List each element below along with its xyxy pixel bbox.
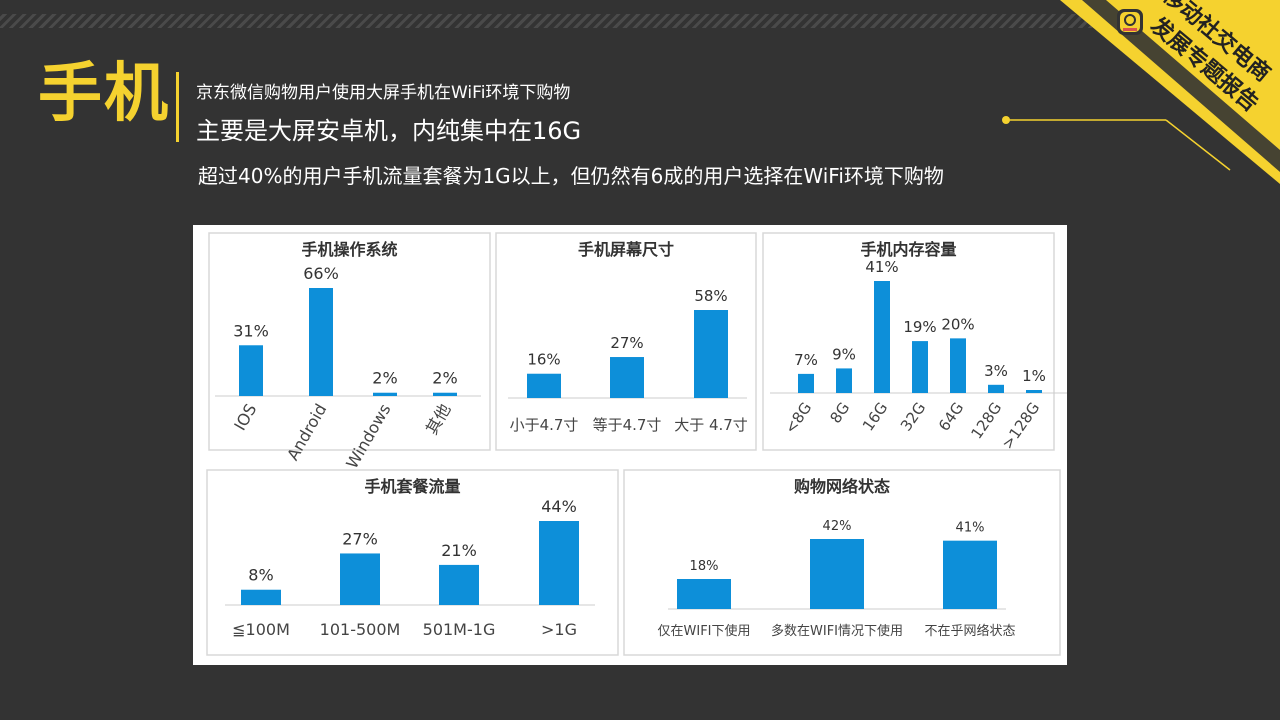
subtitle-small: 京东微信购物用户使用大屏手机在WiFi环境下购物	[196, 83, 571, 103]
data-label: 41%	[865, 258, 898, 276]
data-label: 27%	[342, 529, 378, 548]
subtitle-large: 主要是大屏安卓机，内纯集中在16G	[196, 117, 582, 145]
data-label: 58%	[694, 287, 727, 305]
data-label: 21%	[441, 541, 477, 560]
bar	[912, 341, 928, 393]
data-label: 8%	[248, 566, 273, 585]
bar	[527, 373, 561, 398]
tick-label: 多数在WIFI情况下使用	[771, 623, 903, 639]
tick-label: 仅在WIFI下使用	[658, 623, 751, 639]
chart-title: 手机屏幕尺寸	[578, 240, 674, 259]
bar	[874, 281, 890, 393]
title-divider	[176, 72, 179, 142]
bar	[373, 392, 397, 396]
bar	[309, 288, 333, 396]
bar	[539, 521, 579, 605]
accent-dot	[1002, 116, 1010, 124]
data-label: 42%	[823, 519, 852, 534]
header-stripe	[0, 14, 1280, 28]
chart-title: 手机操作系统	[301, 240, 397, 259]
bar	[241, 589, 281, 605]
data-label: 2%	[372, 369, 397, 388]
charts-panel: 手机操作系统 31% IOS 66% Android 2% Windows 2% 其他 手机屏幕尺…	[193, 225, 1067, 665]
bar	[239, 345, 263, 396]
chart-frame	[762, 232, 1055, 451]
chart-title: 购物网络状态	[794, 477, 890, 496]
bar	[433, 392, 457, 396]
bar	[340, 553, 380, 605]
data-label: 9%	[832, 345, 856, 363]
bar	[943, 540, 997, 609]
bar	[694, 310, 728, 398]
page-title: 手机	[38, 57, 170, 131]
tick-label: ≦100M	[232, 620, 290, 639]
tick-label: 不在乎网络状态	[924, 623, 1015, 639]
tick-label: >1G	[541, 620, 577, 639]
charts-svg: 手机操作系统31%IOS66%Android2%Windows2%其他手机屏幕尺…	[206, 232, 1067, 656]
data-label: 20%	[941, 315, 974, 333]
bar	[950, 338, 966, 393]
data-label: 41%	[956, 521, 985, 536]
data-label: 27%	[610, 334, 643, 352]
tick-label: 501M-1G	[423, 620, 496, 639]
data-label: 66%	[303, 264, 339, 283]
data-label: 3%	[984, 362, 1008, 380]
chart-title: 手机内存容量	[860, 240, 956, 259]
bar	[810, 539, 864, 609]
bar	[610, 357, 644, 398]
accent-line-diagonal	[1165, 119, 1231, 171]
bar	[836, 368, 852, 393]
data-label: 31%	[233, 321, 269, 340]
data-label: 2%	[432, 369, 457, 388]
chart-frame	[208, 232, 491, 451]
data-label: 7%	[794, 351, 818, 369]
data-label: 16%	[527, 351, 560, 369]
bar	[677, 579, 731, 609]
bar	[439, 564, 479, 605]
data-label: 19%	[903, 318, 936, 336]
bar	[988, 384, 1004, 393]
data-label: 18%	[690, 559, 719, 574]
description: 超过40%的用户手机流量套餐为1G以上，但仍然有6成的用户选择在WiFi环境下购…	[198, 164, 944, 188]
tick-label: 等于4.7寸	[593, 416, 662, 434]
chart-title: 手机套餐流量	[364, 477, 460, 496]
tick-label: 101-500M	[320, 620, 401, 639]
bar	[798, 373, 814, 393]
data-label: 1%	[1022, 367, 1046, 385]
data-label: 44%	[541, 497, 577, 516]
tick-label: 小于4.7寸	[510, 416, 579, 434]
tick-label: 大于 4.7寸	[674, 416, 748, 434]
bar	[1026, 390, 1042, 393]
